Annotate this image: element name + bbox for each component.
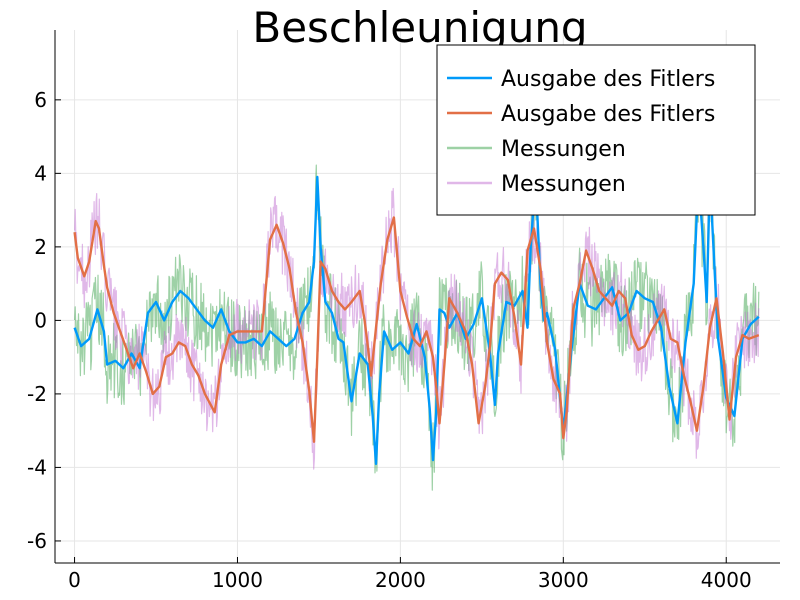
series-line-1 [73,175,760,465]
y-tick-label: -2 [27,382,47,406]
x-tick-label: 0 [68,568,81,592]
y-tick-label: 4 [34,161,47,185]
series-line-3 [74,154,760,491]
y-tick-label: -6 [27,529,47,553]
tick-labels: 0 1000 2000 3000 4000 -6 -4 -2 0 2 4 6 [27,88,752,592]
axes [54,30,780,564]
y-tick-label: 0 [34,308,47,332]
x-tick-label: 1000 [212,568,263,592]
legend-label-measurements-2: Messungen [501,172,626,197]
x-tick-label: 3000 [538,568,589,592]
legend-label-filter-1: Ausgabe des Fitlers [501,67,715,92]
series-line-2 [73,216,760,443]
legend-label-filter-2: Ausgabe des Fitlers [501,102,715,127]
legend: Ausgabe des Fitlers Ausgabe des Fitlers … [436,44,756,216]
legend-label-measurements-1: Messungen [501,137,626,162]
y-tick-label: 6 [34,88,47,112]
x-tick-label: 2000 [375,568,426,592]
legend-box [436,44,756,216]
chart-title: Beschleunigung [252,3,587,52]
series-layer [73,154,760,491]
y-tick-label: -4 [27,455,47,479]
y-tick-label: 2 [34,235,47,259]
x-tick-label: 4000 [701,568,752,592]
series-line-4 [74,187,760,470]
